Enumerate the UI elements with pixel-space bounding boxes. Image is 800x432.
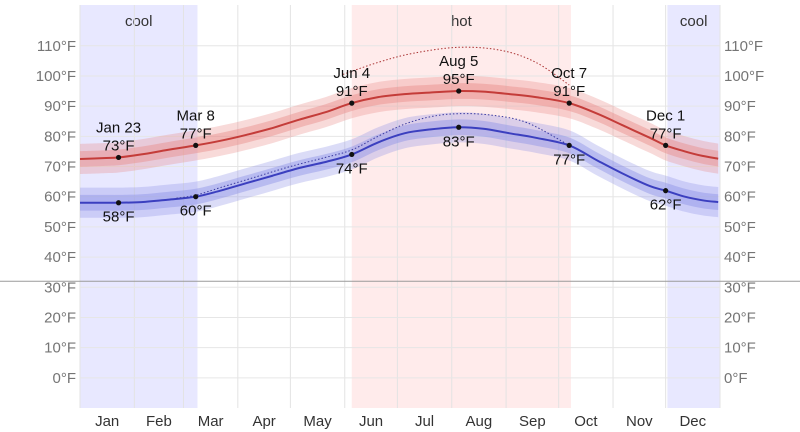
y-tick-label-right: 80°F <box>724 128 756 145</box>
month-label-jan: Jan <box>95 413 119 430</box>
season-label-cool: cool <box>125 13 153 30</box>
y-tick-label-right: 90°F <box>724 98 756 115</box>
annotation-date: Mar 8 <box>177 107 215 124</box>
month-label-aug: Aug <box>466 413 493 430</box>
y-tick-label-left: 110°F <box>37 38 76 55</box>
x-axis-labels: Jan Feb Mar Apr May Jun Jul Aug Sep Oct Nov Dec <box>95 413 707 430</box>
season-band-hot <box>351 5 571 408</box>
month-label-dec: Dec <box>679 413 706 430</box>
annotation-marker <box>566 100 572 106</box>
annotation-marker <box>456 88 462 94</box>
month-label-sep: Sep <box>519 413 546 430</box>
month-label-oct: Oct <box>574 413 598 430</box>
annotation-marker <box>349 100 355 106</box>
annotation-value: 58°F <box>103 209 135 226</box>
annotation-date: Oct 7 <box>551 65 587 82</box>
annotation-date: Dec 1 <box>646 107 685 124</box>
annotation-marker <box>663 142 669 148</box>
low-outer-band <box>80 112 719 218</box>
series-low <box>80 112 719 218</box>
y-tick-label-left: 10°F <box>44 340 76 357</box>
month-label-nov: Nov <box>626 413 653 430</box>
y-tick-label-left: 70°F <box>44 159 76 176</box>
y-tick-label-left: 80°F <box>44 128 76 145</box>
annotation-marker <box>193 142 199 148</box>
month-label-jul: Jul <box>415 413 434 430</box>
annotation-value: 73°F <box>103 137 135 154</box>
annotation-value: 91°F <box>336 83 368 100</box>
y-axis-labels: 0°F 0°F 10°F 10°F 20°F 20°F 30°F 30°F 40°F 40°F 50… <box>36 38 764 387</box>
annotation-value: 74°F <box>336 160 368 177</box>
annotation-marker <box>456 124 462 130</box>
high-temperature-line <box>79 89 719 160</box>
month-label-mar: Mar <box>198 413 224 430</box>
y-tick-label-right: 100°F <box>724 68 764 85</box>
y-tick-label-left: 60°F <box>44 189 76 206</box>
annotation-marker <box>349 151 355 158</box>
y-tick-label-left: 40°F <box>44 249 76 266</box>
annotation-value: 60°F <box>180 203 212 220</box>
y-tick-label-left: 30°F <box>44 279 76 296</box>
annotation-date: Aug 5 <box>439 53 478 70</box>
annotation-date: Jun 4 <box>333 65 370 82</box>
y-tick-label-left: 0°F <box>52 370 76 387</box>
low-temperature-line <box>80 126 719 204</box>
y-tick-label-right: 40°F <box>724 249 756 266</box>
y-tick-label-right: 0°F <box>724 370 748 387</box>
month-label-jun: Jun <box>359 413 383 430</box>
y-tick-label-right: 50°F <box>724 219 756 236</box>
grid <box>0 5 800 408</box>
high-inner-band <box>80 83 719 167</box>
y-tick-label-right: 30°F <box>724 279 756 296</box>
annotation-marker <box>663 188 669 194</box>
month-label-may: May <box>303 413 332 430</box>
annotation-value: 91°F <box>553 83 585 100</box>
season-bands: cool hot cool <box>80 5 720 408</box>
y-tick-label-right: 110°F <box>724 38 763 55</box>
annotation-value: 77°F <box>650 125 682 142</box>
high-percentile-line <box>342 46 570 86</box>
annotation-marker <box>566 142 572 148</box>
y-tick-label-left: 100°F <box>36 68 76 85</box>
y-tick-label-right: 70°F <box>724 159 756 176</box>
y-tick-label-right: 10°F <box>724 340 756 357</box>
y-tick-label-right: 20°F <box>724 309 756 326</box>
annotation-value: 77°F <box>180 125 212 142</box>
month-label-feb: Feb <box>146 413 172 430</box>
annotation-marker <box>115 154 122 161</box>
annotation-date: Jan 23 <box>96 119 141 136</box>
y-tick-label-left: 90°F <box>44 98 76 115</box>
annotation-value: 95°F <box>443 71 475 88</box>
series-high <box>79 46 719 174</box>
low-percentile-line <box>176 113 570 199</box>
season-label-cool: cool <box>680 13 708 30</box>
month-label-apr: Apr <box>252 413 275 430</box>
y-tick-label-right: 60°F <box>724 189 756 206</box>
annotation-marker <box>115 200 122 206</box>
annotation-marker <box>193 194 199 200</box>
season-band-cool <box>667 5 720 408</box>
annotation-value: 77°F <box>553 151 585 168</box>
y-tick-label-left: 50°F <box>44 219 76 236</box>
season-label-hot: hot <box>451 13 473 30</box>
y-tick-label-left: 20°F <box>44 309 76 326</box>
season-band-cool <box>80 5 198 408</box>
annotation-value: 83°F <box>443 133 475 150</box>
annotation-value: 62°F <box>650 197 682 214</box>
